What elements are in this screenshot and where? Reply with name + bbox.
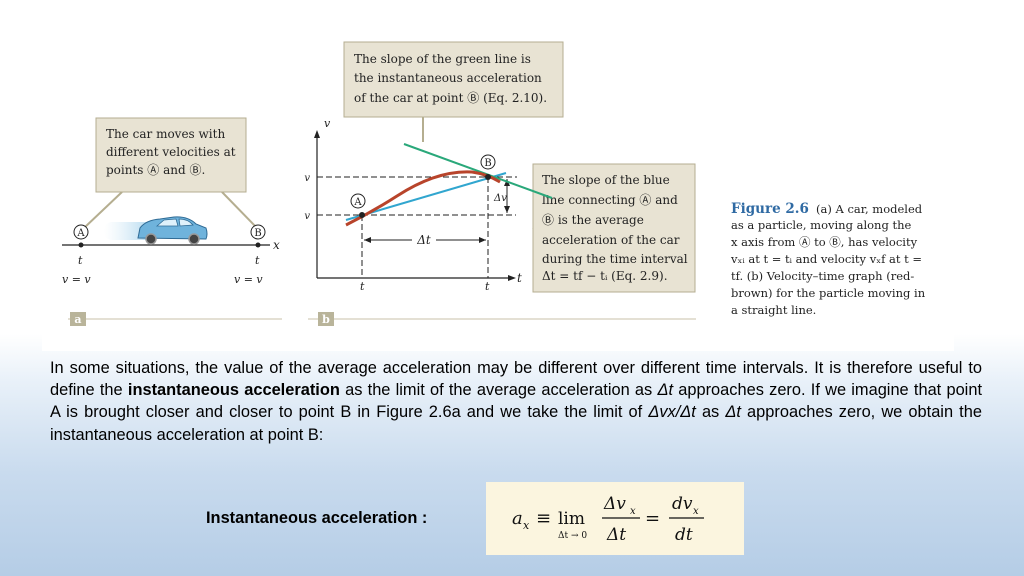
delta-t-arrow: Δt — [364, 232, 486, 247]
text-part-5: approaches zero, we obtain the instantan… — [50, 403, 982, 444]
vxi-label: v — [304, 211, 310, 222]
formula-d-denominator: dt — [675, 525, 693, 545]
tf-label-b: t — [485, 280, 490, 293]
velocity-time-axes: v t v v t t — [304, 117, 522, 293]
formula-label: Instantaneous acceleration : — [206, 509, 428, 527]
callout-green-slope: The slope of the green line is the insta… — [343, 41, 564, 142]
graph-point-b-label: B — [480, 154, 496, 170]
text-part-4: as — [701, 403, 720, 422]
text-part-2: as the limit of the average acceleration… — [345, 381, 653, 400]
callout-blue-slope: The slope of the blue line connecting Ⓐ … — [532, 163, 696, 293]
caption-title: Figure 2.6 — [731, 201, 809, 217]
tf-label-a: t — [255, 254, 260, 267]
formula-numerator: Δv — [603, 494, 626, 514]
formula-d-numerator-sub: x — [693, 506, 699, 517]
ti-label-b: t — [360, 280, 365, 293]
panel-b-tag — [318, 312, 334, 326]
callout-car-velocities: The car moves with different velocities … — [83, 117, 258, 229]
text-part-3: approaches zero. If we imagine that poin… — [50, 381, 982, 422]
point-a-letter: A — [76, 228, 85, 239]
formula-numerator-sub: x — [630, 506, 636, 517]
panel-b-tag-text: b — [322, 313, 330, 326]
formula-d-numerator: dv — [672, 494, 693, 514]
svg-text:B: B — [484, 158, 491, 169]
callout-right-line-3: Ⓑ is the average — [542, 213, 644, 227]
delta-t-inline-2: Δt — [725, 403, 741, 422]
vx-axis-symbol: v — [324, 117, 331, 130]
delta-vx-label: Δv — [493, 193, 507, 204]
ratio-inline: Δvx/Δt — [648, 403, 696, 422]
formula-svg: a x ≡ lim Δt → 0 Δv x Δt = dv x dt — [512, 494, 704, 545]
figure-svg: The car moves with different velocities … — [62, 41, 926, 326]
callout-right-line-4: acceleration of the car — [542, 233, 680, 247]
point-a-marker: A t v = v — [62, 224, 91, 286]
point-b-letter: B — [254, 228, 261, 239]
panel-a-tag-text: a — [74, 313, 81, 326]
formula-lhs: a — [512, 508, 523, 529]
callout-top-line-2: the instantaneous acceleration — [354, 71, 542, 85]
green-tangent-line — [403, 143, 553, 199]
formula-equals: = — [645, 508, 660, 529]
x-axis-symbol: x — [273, 238, 280, 252]
formula-equiv: ≡ — [536, 508, 551, 529]
term-instantaneous-acceleration: instantaneous acceleration — [127, 381, 340, 400]
svg-text:A: A — [353, 197, 362, 208]
caption-line-2: as a particle, moving along the — [731, 218, 912, 232]
formula-box: a x ≡ lim Δt → 0 Δv x Δt = dv x dt — [486, 482, 744, 555]
delta-vx-arrow: Δv — [493, 179, 510, 213]
caption-line-7: a straight line. — [731, 303, 816, 317]
vxf-label: v — [304, 173, 310, 184]
panel-a-tag — [70, 312, 86, 326]
v-equals-vxi: v = v — [62, 273, 91, 286]
ti-label-a: t — [78, 254, 83, 267]
caption-line-4: vₓᵢ at t = tᵢ and velocity vₓf at t = — [730, 252, 922, 266]
figure-caption: Figure 2.6 (a) A car, modeled as a parti… — [730, 201, 926, 317]
callout-top-line-3: of the car at point Ⓑ (Eq. 2.10). — [354, 91, 547, 105]
car-illustration — [104, 216, 208, 245]
graph-point-a-dot — [359, 212, 365, 218]
text-part-1: In some situations, the value of the ave… — [50, 359, 982, 400]
dashed-guides — [317, 176, 517, 278]
caption-line-6: brown) for the particle moving in — [731, 286, 926, 300]
t-axis-symbol: t — [517, 271, 522, 285]
caption-line-5: tf. (b) Velocity–time graph (red- — [731, 269, 914, 283]
formula-lim: lim — [558, 509, 585, 529]
callout-top-line-1: The slope of the green line is — [354, 52, 531, 66]
callout-right-line-5: during the time interval — [542, 252, 688, 266]
callout-right-line-2: line connecting Ⓐ and — [542, 193, 678, 207]
callout-a-line-2: different velocities at — [106, 145, 236, 159]
formula-lim-sub: Δt → 0 — [558, 531, 587, 541]
figure-2-6: The car moves with different velocities … — [42, 0, 954, 351]
callout-a-line-3: points Ⓐ and Ⓑ. — [106, 163, 205, 177]
v-equals-vxf: v = v — [234, 273, 263, 286]
graph-point-a-label: A — [350, 193, 366, 209]
point-b-marker: B t v = v — [234, 224, 266, 286]
delta-t-label: Δt — [416, 233, 431, 247]
velocity-curve — [345, 170, 501, 227]
formula-lhs-sub: x — [523, 519, 530, 532]
caption-line-3: x axis from Ⓐ to Ⓑ, has velocity — [731, 235, 918, 249]
callout-a-line-1: The car moves with — [106, 127, 225, 141]
graph-point-b-dot — [485, 174, 491, 180]
delta-t-inline: Δt — [657, 381, 674, 400]
caption-line-1: (a) A car, modeled — [816, 202, 923, 216]
callout-right-line-1: The slope of the blue — [542, 173, 670, 187]
explanation-paragraph: In some situations, the value of the ave… — [50, 357, 982, 446]
callout-right-line-6: Δt = tf − tᵢ (Eq. 2.9). — [542, 269, 668, 283]
formula-denominator: Δt — [606, 525, 626, 545]
